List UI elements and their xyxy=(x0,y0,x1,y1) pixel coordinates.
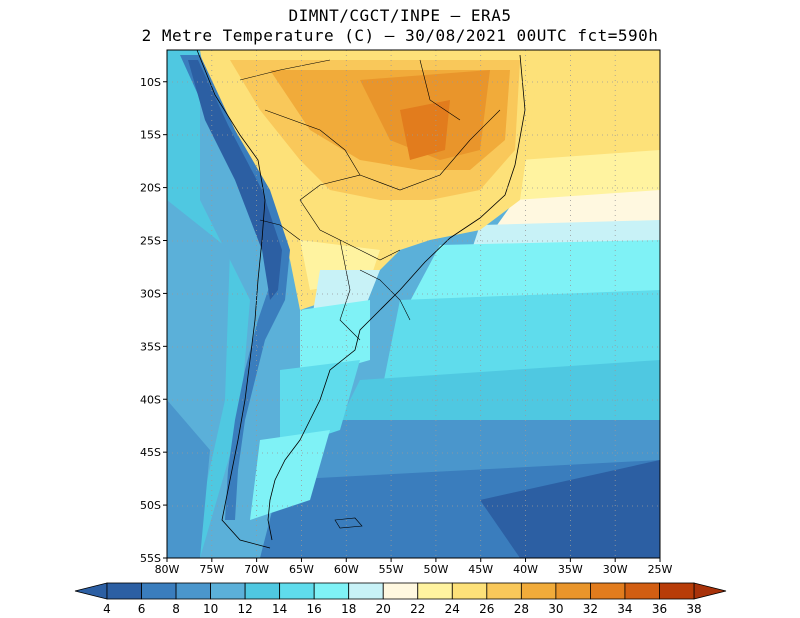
colorbar-level-label: 22 xyxy=(410,602,425,616)
lon-tick-label: 70W xyxy=(244,563,269,576)
lon-tick-label: 25W xyxy=(648,563,673,576)
colorbar-level-label: 16 xyxy=(307,602,322,616)
colorbar-level-label: 36 xyxy=(652,602,667,616)
colorbar-swatch xyxy=(141,582,177,600)
colorbar-level-label: 8 xyxy=(172,602,180,616)
colorbar-swatch xyxy=(486,582,522,600)
lat-tick-label: 55S xyxy=(140,552,161,565)
lon-tick-label: 50W xyxy=(423,563,448,576)
lat-tick-label: 50S xyxy=(140,499,161,512)
colorbar-swatch xyxy=(348,582,384,600)
temperature-field xyxy=(167,50,660,558)
colorbar-level-label: 38 xyxy=(686,602,701,616)
colorbar-level-label: 34 xyxy=(617,602,632,616)
longitude-axis: 80W 75W 70W 65W 60W 55W 50W 45W 40W 35W 30W 25W xyxy=(155,558,673,576)
colorbar-level-label: 28 xyxy=(514,602,529,616)
map-title-line-2: 2 Metre Temperature (C) – 30/08/2021 00U… xyxy=(141,26,659,45)
map-title-line-1: DIMNT/CGCT/INPE – ERA5 xyxy=(288,6,512,25)
colorbar-swatch xyxy=(520,582,557,600)
colorbar-level-label: 14 xyxy=(272,602,287,616)
colorbar-level-label: 20 xyxy=(376,602,391,616)
colorbar-swatch xyxy=(417,582,453,600)
lat-tick-label: 10S xyxy=(140,76,161,89)
colorbar-swatch xyxy=(279,582,315,600)
colorbar-level-label: 6 xyxy=(138,602,146,616)
colorbar-swatch xyxy=(244,582,281,600)
colorbar-swatch xyxy=(590,582,626,600)
colorbar-level-label: 30 xyxy=(548,602,563,616)
lon-tick-label: 80W xyxy=(155,563,180,576)
lon-tick-label: 65W xyxy=(289,563,314,576)
lon-tick-label: 55W xyxy=(379,563,404,576)
lon-tick-label: 30W xyxy=(603,563,628,576)
colorbar-level-label: 12 xyxy=(237,602,252,616)
lat-tick-label: 15S xyxy=(140,129,161,142)
colorbar-level-label: 32 xyxy=(583,602,598,616)
coastline xyxy=(196,49,526,549)
lat-tick-label: 20S xyxy=(140,182,161,195)
colorbar-swatch xyxy=(106,582,142,600)
colorbar-swatch xyxy=(210,582,246,600)
lon-tick-label: 60W xyxy=(334,563,359,576)
colorbar-swatch xyxy=(624,582,660,600)
colorbar: 4 6 8 10 12 14 16 18 20 22 24 26 28 30 32 34 36 38 xyxy=(74,582,727,616)
latitude-axis: 10S 15S 20S 25S 30S 35S 40S 45S 50S 55S xyxy=(140,76,167,565)
lon-tick-label: 45W xyxy=(468,563,493,576)
lat-tick-label: 25S xyxy=(140,235,161,248)
colorbar-level-label: 10 xyxy=(203,602,218,616)
colorbar-swatch xyxy=(451,582,488,600)
colorbar-swatch xyxy=(555,582,591,600)
colorbar-level-label: 26 xyxy=(479,602,494,616)
lon-tick-label: 75W xyxy=(199,563,224,576)
lat-tick-label: 45S xyxy=(140,446,161,459)
falkland-islands xyxy=(334,517,363,529)
colorbar-over-arrow xyxy=(693,582,727,600)
lon-tick-label: 40W xyxy=(513,563,538,576)
graticule xyxy=(167,50,660,558)
colorbar-level-label: 24 xyxy=(445,602,460,616)
colorbar-swatch xyxy=(313,582,350,600)
colorbar-swatch xyxy=(382,582,419,600)
lat-tick-label: 40S xyxy=(140,393,161,406)
colorbar-level-label: 4 xyxy=(103,602,111,616)
plot-frame xyxy=(166,49,661,559)
colorbar-under-arrow xyxy=(74,582,108,600)
political-borders xyxy=(239,59,501,341)
lat-tick-label: 35S xyxy=(140,340,161,353)
colorbar-swatch xyxy=(659,582,695,600)
lat-tick-label: 30S xyxy=(140,287,161,300)
colorbar-swatch xyxy=(175,582,211,600)
colorbar-level-label: 18 xyxy=(341,602,356,616)
lon-tick-label: 35W xyxy=(558,563,583,576)
